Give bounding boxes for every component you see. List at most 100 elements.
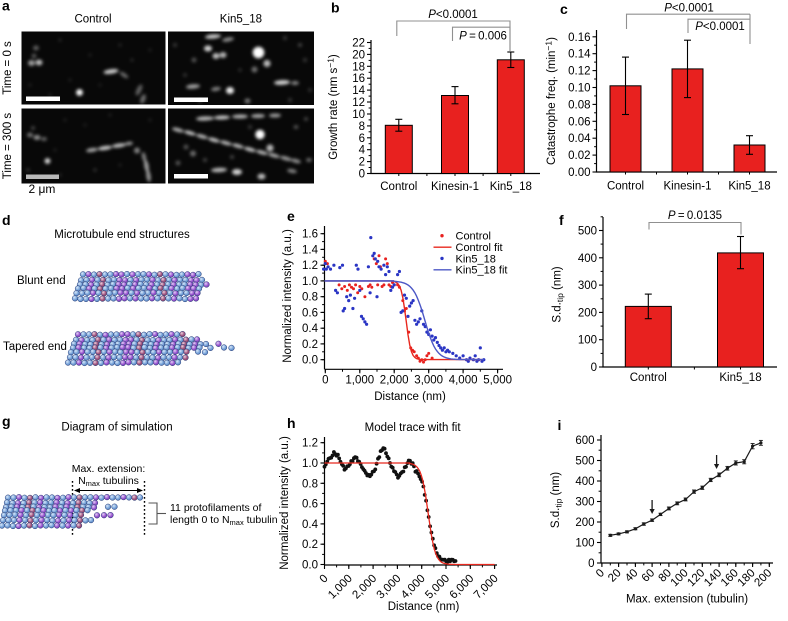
svg-text:Blunt end: Blunt end bbox=[17, 275, 66, 287]
svg-text:12: 12 bbox=[352, 97, 365, 109]
svg-text:Distance (nm): Distance (nm) bbox=[374, 391, 446, 403]
svg-text:2 μm: 2 μm bbox=[29, 182, 56, 196]
svg-text:S.d.tip (nm): S.d.tip (nm) bbox=[550, 472, 564, 528]
svg-text:P<0.0001: P<0.0001 bbox=[664, 3, 714, 15]
svg-text:Max. extension:: Max. extension: bbox=[72, 463, 146, 475]
svg-text:Distance (nm): Distance (nm) bbox=[388, 601, 460, 613]
svg-text:Control: Control bbox=[607, 181, 644, 193]
svg-text:Kinesin-1: Kinesin-1 bbox=[664, 181, 712, 193]
svg-text:0.08: 0.08 bbox=[568, 99, 590, 111]
svg-text:300: 300 bbox=[578, 280, 597, 292]
svg-text:0.10: 0.10 bbox=[568, 83, 590, 95]
svg-text:0.04: 0.04 bbox=[568, 133, 591, 145]
svg-text:g: g bbox=[2, 413, 11, 429]
svg-text:6: 6 bbox=[359, 133, 365, 145]
svg-text:2,000: 2,000 bbox=[380, 375, 409, 387]
svg-text:Control: Control bbox=[74, 14, 111, 26]
svg-text:0.12: 0.12 bbox=[568, 66, 590, 78]
svg-text:Control: Control bbox=[630, 372, 667, 384]
svg-text:22: 22 bbox=[352, 38, 365, 50]
svg-text:a: a bbox=[2, 0, 10, 14]
svg-text:500: 500 bbox=[575, 456, 594, 468]
svg-text:400: 400 bbox=[575, 476, 594, 488]
svg-text:0.4: 0.4 bbox=[302, 323, 319, 335]
svg-text:600: 600 bbox=[575, 435, 594, 447]
svg-text:P<0.0001: P<0.0001 bbox=[695, 21, 745, 33]
svg-text:Kin5_18: Kin5_18 bbox=[490, 181, 532, 193]
svg-text:Kin5_18: Kin5_18 bbox=[728, 181, 770, 193]
svg-text:Model trace with fit: Model trace with fit bbox=[365, 422, 462, 434]
svg-text:d: d bbox=[2, 212, 11, 228]
svg-text:Control: Control bbox=[456, 231, 491, 243]
svg-text:0.2: 0.2 bbox=[302, 339, 318, 351]
svg-text:Kin5_18: Kin5_18 bbox=[456, 253, 496, 265]
svg-text:0.8: 0.8 bbox=[302, 478, 318, 490]
svg-text:P<0.0001: P<0.0001 bbox=[428, 9, 478, 21]
svg-text:400: 400 bbox=[578, 253, 597, 265]
svg-text:20: 20 bbox=[352, 49, 365, 61]
svg-text:h: h bbox=[287, 415, 296, 431]
svg-text:b: b bbox=[331, 0, 340, 16]
svg-text:1.2: 1.2 bbox=[302, 438, 318, 450]
svg-text:P = 0.006: P = 0.006 bbox=[459, 31, 507, 43]
svg-text:18: 18 bbox=[352, 61, 365, 73]
svg-text:Normalized intensity (a.u.): Normalized intensity (a.u.) bbox=[282, 229, 294, 363]
svg-text:200: 200 bbox=[575, 517, 594, 529]
svg-text:P = 0.0135: P = 0.0135 bbox=[668, 210, 722, 222]
svg-text:Kin5_18: Kin5_18 bbox=[719, 372, 761, 384]
svg-text:14: 14 bbox=[352, 85, 365, 97]
svg-text:1,000: 1,000 bbox=[345, 375, 374, 387]
svg-text:Max. extension (tubulin): Max. extension (tubulin) bbox=[626, 594, 748, 606]
svg-text:0: 0 bbox=[359, 169, 365, 181]
svg-text:Nmax tubulins: Nmax tubulins bbox=[78, 475, 139, 488]
svg-text:Control fit: Control fit bbox=[456, 242, 503, 254]
svg-text:Diagram of simulation: Diagram of simulation bbox=[61, 422, 172, 434]
svg-text:500: 500 bbox=[578, 226, 597, 238]
svg-text:0.14: 0.14 bbox=[568, 49, 591, 61]
svg-text:16: 16 bbox=[352, 73, 365, 85]
svg-text:0.8: 0.8 bbox=[302, 292, 318, 304]
svg-text:8: 8 bbox=[359, 121, 365, 133]
svg-text:200: 200 bbox=[578, 307, 597, 319]
svg-text:Time = 0 s: Time = 0 s bbox=[2, 41, 14, 95]
svg-text:0: 0 bbox=[322, 375, 328, 387]
svg-text:Growth rate (nm s−1): Growth rate (nm s−1) bbox=[326, 54, 341, 160]
svg-text:0.0: 0.0 bbox=[302, 355, 318, 367]
svg-text:2: 2 bbox=[359, 157, 365, 169]
svg-text:i: i bbox=[558, 417, 562, 433]
svg-text:0: 0 bbox=[591, 362, 597, 374]
svg-text:0.06: 0.06 bbox=[568, 116, 590, 128]
svg-text:10: 10 bbox=[352, 109, 365, 121]
svg-text:Kin5_18 fit: Kin5_18 fit bbox=[456, 265, 508, 277]
svg-text:Catastrophe freq. (min−1): Catastrophe freq. (min−1) bbox=[544, 37, 559, 165]
svg-text:Tapered end: Tapered end bbox=[3, 341, 67, 353]
svg-text:0.2: 0.2 bbox=[302, 539, 318, 551]
svg-text:Microtubule end structures: Microtubule end structures bbox=[54, 229, 190, 241]
svg-text:0.0: 0.0 bbox=[302, 560, 318, 572]
svg-text:Time = 300 s: Time = 300 s bbox=[2, 113, 14, 180]
svg-text:3,000: 3,000 bbox=[414, 375, 443, 387]
svg-text:Kin5_18: Kin5_18 bbox=[220, 14, 262, 26]
svg-text:0: 0 bbox=[588, 558, 594, 570]
svg-text:Control: Control bbox=[380, 181, 417, 193]
svg-text:1.0: 1.0 bbox=[302, 276, 318, 288]
svg-text:e: e bbox=[287, 208, 295, 224]
svg-text:100: 100 bbox=[575, 538, 594, 550]
svg-text:300: 300 bbox=[575, 497, 594, 509]
svg-text:100: 100 bbox=[578, 335, 597, 347]
svg-text:c: c bbox=[560, 1, 568, 17]
svg-text:0.4: 0.4 bbox=[302, 519, 319, 531]
svg-text:4,000: 4,000 bbox=[449, 375, 478, 387]
svg-text:0.6: 0.6 bbox=[302, 307, 318, 319]
svg-text:length 0 to Nmax tubulin: length 0 to Nmax tubulin bbox=[170, 514, 278, 527]
svg-text:1.0: 1.0 bbox=[302, 458, 318, 470]
svg-text:0.16: 0.16 bbox=[568, 32, 590, 44]
svg-text:4: 4 bbox=[359, 145, 366, 157]
svg-text:1.4: 1.4 bbox=[302, 244, 319, 256]
svg-text:0.02: 0.02 bbox=[568, 150, 590, 162]
svg-text:1.2: 1.2 bbox=[302, 260, 318, 272]
svg-text:1.6: 1.6 bbox=[302, 229, 318, 241]
svg-text:11 protofilaments of: 11 protofilaments of bbox=[170, 502, 262, 514]
svg-text:Normalized intensity (a.u.): Normalized intensity (a.u.) bbox=[279, 436, 291, 570]
svg-text:0.6: 0.6 bbox=[302, 499, 318, 511]
